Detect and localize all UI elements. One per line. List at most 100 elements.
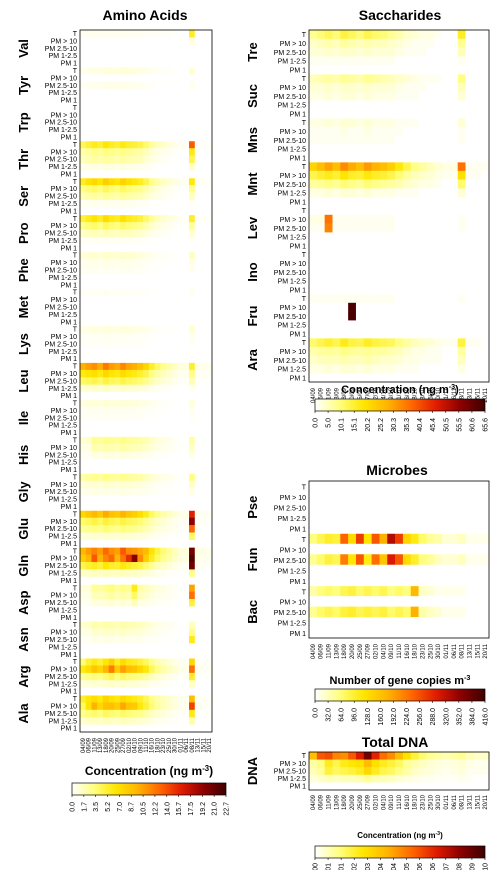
heatmap-cell: [457, 575, 466, 586]
heatmap-cell: [80, 126, 87, 134]
heatmap-cell: [80, 621, 87, 629]
colorbar-tick-label: 10.5: [141, 802, 148, 816]
heatmap-cell: [189, 229, 196, 238]
heatmap-cell: [200, 52, 207, 60]
heatmap-cell: [355, 481, 365, 492]
heatmap-cell: [114, 510, 121, 519]
heatmap-cell: [80, 724, 87, 733]
heatmap-cell: [85, 318, 92, 326]
heatmap-cell: [324, 153, 333, 163]
heatmap-cell: [442, 522, 451, 534]
heatmap-cell: [183, 465, 190, 474]
heatmap-cell: [102, 318, 109, 326]
group-label: His: [16, 445, 31, 465]
heatmap-cell: [189, 111, 196, 119]
heatmap-cell: [171, 562, 178, 570]
heatmap-cell: [481, 585, 490, 597]
heatmap-cell: [348, 782, 357, 791]
heatmap-cell: [449, 91, 458, 101]
heatmap-cell: [137, 89, 144, 97]
heatmap-cell: [171, 303, 178, 312]
heatmap-cell: [309, 554, 318, 566]
x-tick-label: 30/10: [436, 643, 442, 659]
heatmap-cell: [200, 576, 207, 585]
heatmap-cell: [177, 325, 184, 334]
heatmap-cell: [131, 332, 138, 341]
heatmap-cell: [114, 251, 121, 260]
heatmap-cell: [131, 30, 138, 38]
heatmap-cell: [355, 338, 365, 348]
heatmap-cell: [120, 81, 127, 90]
heatmap-cell: [160, 177, 167, 186]
heatmap-cell: [166, 451, 173, 459]
heatmap-cell: [434, 752, 443, 760]
heatmap-cell: [426, 91, 435, 101]
heatmap-cell: [85, 244, 92, 252]
heatmap-cell: [395, 533, 404, 545]
row-label: PM > 10: [51, 186, 77, 193]
group-label: Fru: [245, 305, 260, 326]
row-label: T: [302, 537, 307, 544]
heatmap-cell: [166, 495, 173, 504]
heatmap-cell: [143, 399, 150, 408]
heatmap-cell: [80, 458, 87, 467]
x-tick-label: 06/09: [319, 643, 325, 659]
heatmap-cell: [449, 109, 458, 119]
heatmap-cell: [108, 628, 115, 637]
heatmap-cell: [410, 373, 419, 383]
heatmap-cell: [371, 501, 380, 513]
heatmap-cell: [379, 267, 388, 277]
heatmap-cell: [171, 318, 178, 326]
heatmap-cell: [194, 318, 201, 326]
heatmap-cell: [449, 30, 458, 40]
heatmap-cell: [395, 232, 404, 242]
heatmap-cell: [189, 658, 196, 666]
heatmap-cell: [148, 155, 155, 164]
heatmap-cell: [371, 179, 380, 189]
heatmap-cell: [340, 144, 349, 154]
heatmap-cell: [137, 680, 144, 688]
heatmap-cell: [395, 627, 404, 639]
heatmap-cell: [426, 100, 435, 110]
heatmap-cell: [363, 91, 372, 101]
heatmap-cell: [194, 155, 201, 164]
heatmap-cell: [473, 311, 482, 321]
heatmap-cell: [131, 517, 138, 526]
heatmap-cell: [434, 512, 443, 524]
heatmap-cell: [410, 276, 419, 286]
heatmap-cell: [97, 377, 104, 385]
heatmap-cell: [97, 635, 104, 644]
heatmap-cell: [355, 109, 365, 119]
heatmap-cell: [194, 377, 201, 385]
heatmap-cell: [410, 214, 419, 224]
heatmap-cell: [148, 569, 155, 578]
heatmap-cell: [171, 288, 178, 297]
heatmap-cell: [160, 266, 167, 275]
heatmap-cell: [166, 133, 173, 142]
heatmap-cell: [91, 30, 98, 38]
heatmap-cell: [355, 276, 365, 286]
heatmap-cell: [114, 451, 121, 459]
heatmap-cell: [97, 273, 104, 282]
heatmap-cell: [148, 465, 155, 474]
heatmap-cell: [80, 465, 87, 474]
heatmap-cell: [355, 364, 365, 374]
heatmap-cell: [91, 591, 98, 600]
x-tick-label: 25/09: [358, 794, 364, 810]
x-tick-label: 06/09: [319, 794, 325, 810]
heatmap-cell: [143, 554, 150, 563]
heatmap-cell: [97, 399, 104, 408]
heatmap-cell: [324, 285, 333, 295]
heatmap-cell: [418, 575, 427, 586]
heatmap-cell: [465, 188, 474, 198]
heatmap-cell: [80, 30, 87, 38]
colorbar-tick-label: 320.0: [443, 708, 450, 726]
heatmap-cell: [206, 103, 213, 112]
heatmap-cell: [154, 458, 161, 467]
heatmap-cell: [102, 148, 109, 156]
heatmap-cell: [120, 126, 127, 134]
heatmap-cell: [91, 148, 98, 156]
heatmap-cell: [131, 643, 138, 652]
heatmap-cell: [379, 109, 388, 119]
heatmap-cell: [410, 267, 419, 277]
